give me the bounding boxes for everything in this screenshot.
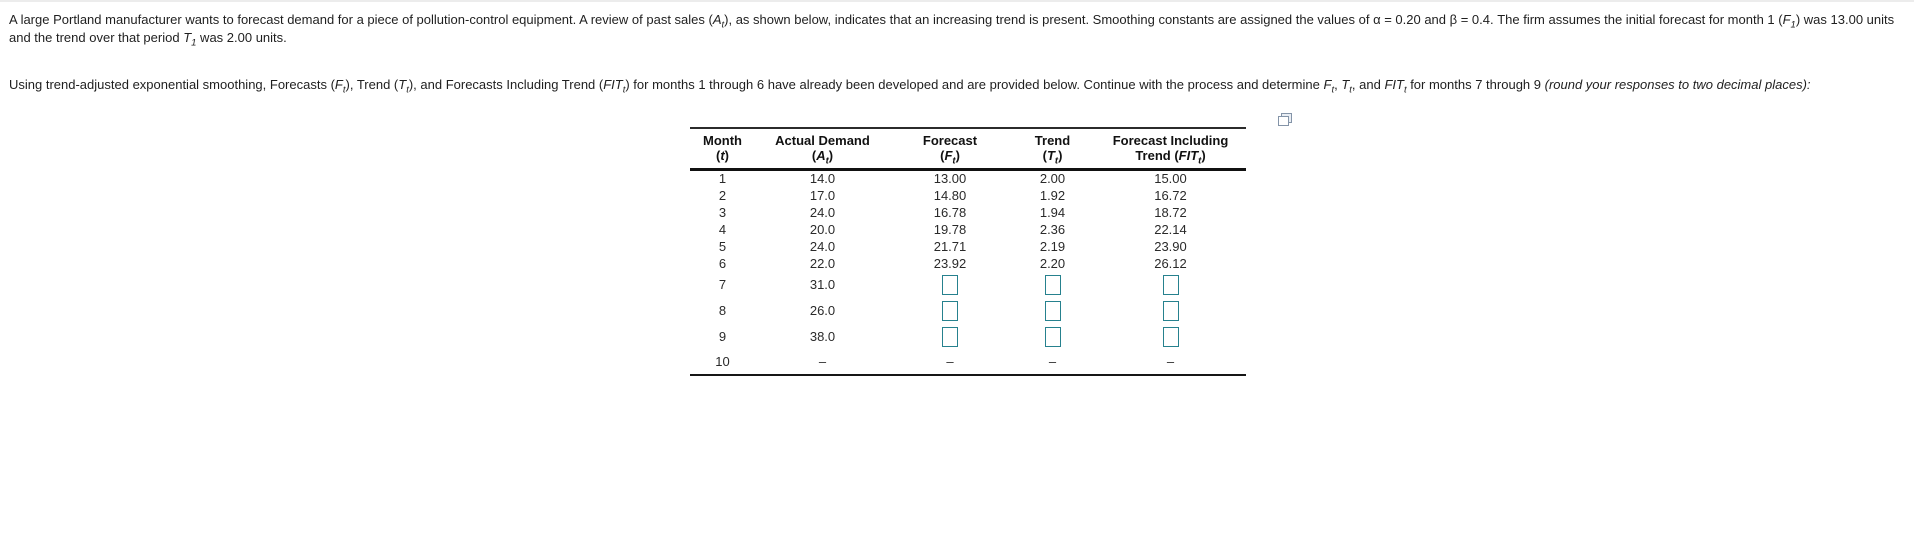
table-cell: 23.92 (933, 255, 967, 271)
table-cell: 26.12 (1154, 255, 1187, 271)
table-cell: 26.0 (809, 303, 836, 318)
trend-input-month-8[interactable] (1044, 300, 1061, 321)
col-header-forecast: Forecast (Ft) (890, 128, 1010, 171)
table-cell: 38.0 (809, 329, 836, 344)
table-cell (1095, 298, 1246, 324)
trend-input-month-9[interactable] (1044, 326, 1061, 347)
table-cell: 1 (718, 171, 727, 187)
table-row: 2 17.0 14.80 1.92 16.72 (690, 187, 1246, 204)
table-cell: 5 (718, 238, 727, 254)
table-cell: 6 (718, 255, 727, 271)
table-cell: 16.78 (933, 204, 967, 220)
task-instruction: Using trend-adjusted exponential smoothi… (9, 77, 1811, 96)
table-cell: 24.0 (809, 238, 836, 254)
table-cell: 9 (718, 329, 727, 344)
table-cell: 14.80 (933, 187, 967, 203)
table-row: 8 26.0 (690, 298, 1246, 324)
table-cell: 20.0 (809, 221, 836, 237)
table-cell: 1.92 (1039, 187, 1066, 203)
table-cell (1010, 272, 1095, 298)
table-cell: – (946, 354, 954, 369)
table-row: 6 22.0 23.92 2.20 26.12 (690, 255, 1246, 272)
table-cell (890, 272, 1010, 298)
table-cell: 17.0 (809, 187, 836, 203)
table-cell (890, 298, 1010, 324)
table-cell: 13.00 (933, 171, 967, 187)
table-cell: 21.71 (933, 238, 967, 254)
problem-statement: A large Portland manufacturer wants to f… (9, 12, 1895, 49)
table-row: 1 14.0 13.00 2.00 15.00 (690, 170, 1246, 187)
forecast-input-month-9[interactable] (942, 326, 958, 347)
table-cell: – (1048, 354, 1057, 369)
table-cell: 1.94 (1039, 204, 1066, 220)
table-cell (1010, 324, 1095, 350)
table-cell: 14.0 (809, 171, 836, 187)
trend-input-month-7[interactable] (1044, 274, 1061, 295)
table-cell (1095, 272, 1246, 298)
table-cell: 8 (718, 303, 727, 318)
table-row: 9 38.0 (690, 324, 1246, 350)
table-cell: 31.0 (809, 277, 836, 292)
table-row: 4 20.0 19.78 2.36 22.14 (690, 221, 1246, 238)
table-row: 7 31.0 (690, 272, 1246, 298)
table-cell: 3 (718, 204, 727, 220)
col-header-month: Month (t) (690, 128, 755, 171)
table-cell: 2 (718, 187, 727, 203)
demand-table: Month (t) Actual Demand (At) Forecast (F… (690, 127, 1246, 376)
table-cell: 4 (718, 221, 727, 237)
table-cell: 22.0 (809, 255, 836, 271)
table-row: 5 24.0 21.71 2.19 23.90 (690, 238, 1246, 255)
table-row: 3 24.0 16.78 1.94 18.72 (690, 204, 1246, 221)
table-cell: 7 (718, 277, 727, 292)
table-cell: 19.78 (933, 221, 967, 237)
table-cell: 15.00 (1154, 171, 1187, 187)
table-cell: 2.00 (1039, 171, 1066, 187)
table-cell (890, 324, 1010, 350)
table-cell: 24.0 (809, 204, 836, 220)
fit-input-month-7[interactable] (1162, 274, 1179, 295)
question-text-block: A large Portland manufacturer wants to f… (9, 11, 1905, 96)
table-cell: – (818, 354, 827, 369)
forecast-input-month-8[interactable] (942, 300, 958, 321)
fit-input-month-9[interactable] (1162, 326, 1179, 347)
forecast-input-month-7[interactable] (942, 274, 958, 295)
table-cell (1095, 324, 1246, 350)
table-cell: 2.20 (1039, 255, 1066, 271)
table-cell: 2.36 (1039, 221, 1066, 237)
demand-table-region: Month (t) Actual Demand (At) Forecast (F… (690, 113, 1330, 376)
table-cell: 2.19 (1039, 238, 1066, 254)
table-cell: 18.72 (1154, 204, 1187, 220)
table-cell (1010, 298, 1095, 324)
table-cell: 22.14 (1154, 221, 1187, 237)
table-row: 10 – – – – (690, 350, 1246, 375)
open-table-popup-icon[interactable] (1278, 113, 1292, 126)
col-header-trend: Trend (Tt) (1010, 128, 1095, 171)
header-row: Month (t) Actual Demand (At) Forecast (F… (690, 128, 1246, 171)
table-cell: 23.90 (1154, 238, 1187, 254)
col-header-actual-demand: Actual Demand (At) (755, 128, 890, 171)
table-cell: – (1166, 354, 1175, 369)
table-cell: 10 (715, 354, 730, 369)
table-cell: 16.72 (1154, 187, 1187, 203)
col-header-fit: Forecast Including Trend (FITt) (1095, 128, 1246, 171)
fit-input-month-8[interactable] (1162, 300, 1179, 321)
